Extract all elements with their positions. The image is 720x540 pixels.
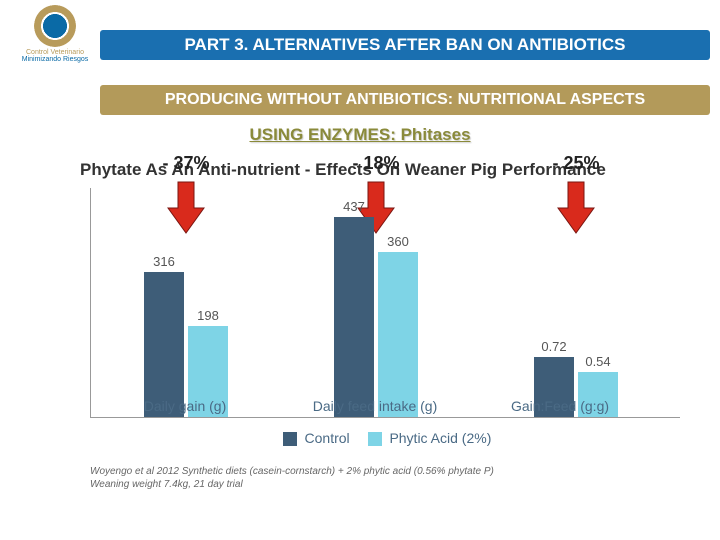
bar-label: 0.54 <box>578 354 618 369</box>
bar-control-1: 316 <box>144 272 184 417</box>
slide-subtitle: USING ENZYMES: Phitases <box>0 125 720 145</box>
logo-line2: Minimizando Riesgos <box>10 56 100 63</box>
bar-control-2: 437 <box>334 217 374 417</box>
bar-treat-2: 360 <box>378 252 418 417</box>
pct-delta-1: - 37% <box>111 153 261 174</box>
category-label-3: Gain:Feed (g:g) <box>480 398 640 414</box>
legend-swatch-treat <box>368 432 382 446</box>
logo-icon <box>34 5 76 47</box>
logo-line1: Control Veterinario <box>10 49 100 56</box>
bar-label: 0.72 <box>534 339 574 354</box>
pct-delta-2: - 18% <box>301 153 451 174</box>
bar-group-2: 437 360 <box>301 217 451 417</box>
bar-label: 437 <box>334 199 374 214</box>
category-label-2: Daily feed intake (g) <box>295 398 455 414</box>
category-label-1: Daily gain (g) <box>105 398 265 414</box>
legend-label-treat: Phytic Acid (2%) <box>389 430 491 446</box>
legend-swatch-control <box>283 432 297 446</box>
logo: Control Veterinario Minimizando Riesgos <box>10 5 100 75</box>
bar-group-1: 316 198 <box>111 272 261 417</box>
pct-delta-3: - 25% <box>501 153 651 174</box>
chart-container: Phytate As An Anti-nutrient - Effects On… <box>80 160 680 520</box>
down-arrow-icon <box>501 180 651 240</box>
subsection-banner: PRODUCING WITHOUT ANTIBIOTICS: NUTRITION… <box>100 85 710 115</box>
bar-label: 198 <box>188 308 228 323</box>
down-arrow-icon <box>111 180 261 240</box>
section-banner: PART 3. ALTERNATIVES AFTER BAN ON ANTIBI… <box>100 30 710 60</box>
citation: Woyengo et al 2012 Synthetic diets (case… <box>90 465 494 491</box>
citation-line1: Woyengo et al 2012 Synthetic diets (case… <box>90 465 494 478</box>
bar-label: 360 <box>378 234 418 249</box>
bar-label: 316 <box>144 254 184 269</box>
legend-label-control: Control <box>305 430 350 446</box>
chart-legend: Control Phytic Acid (2%) <box>80 430 680 446</box>
chart-plot: - 37% 316 198 - 18% 437 360 - 25% <box>90 188 680 418</box>
citation-line2: Weaning weight 7.4kg, 21 day trial <box>90 478 494 491</box>
